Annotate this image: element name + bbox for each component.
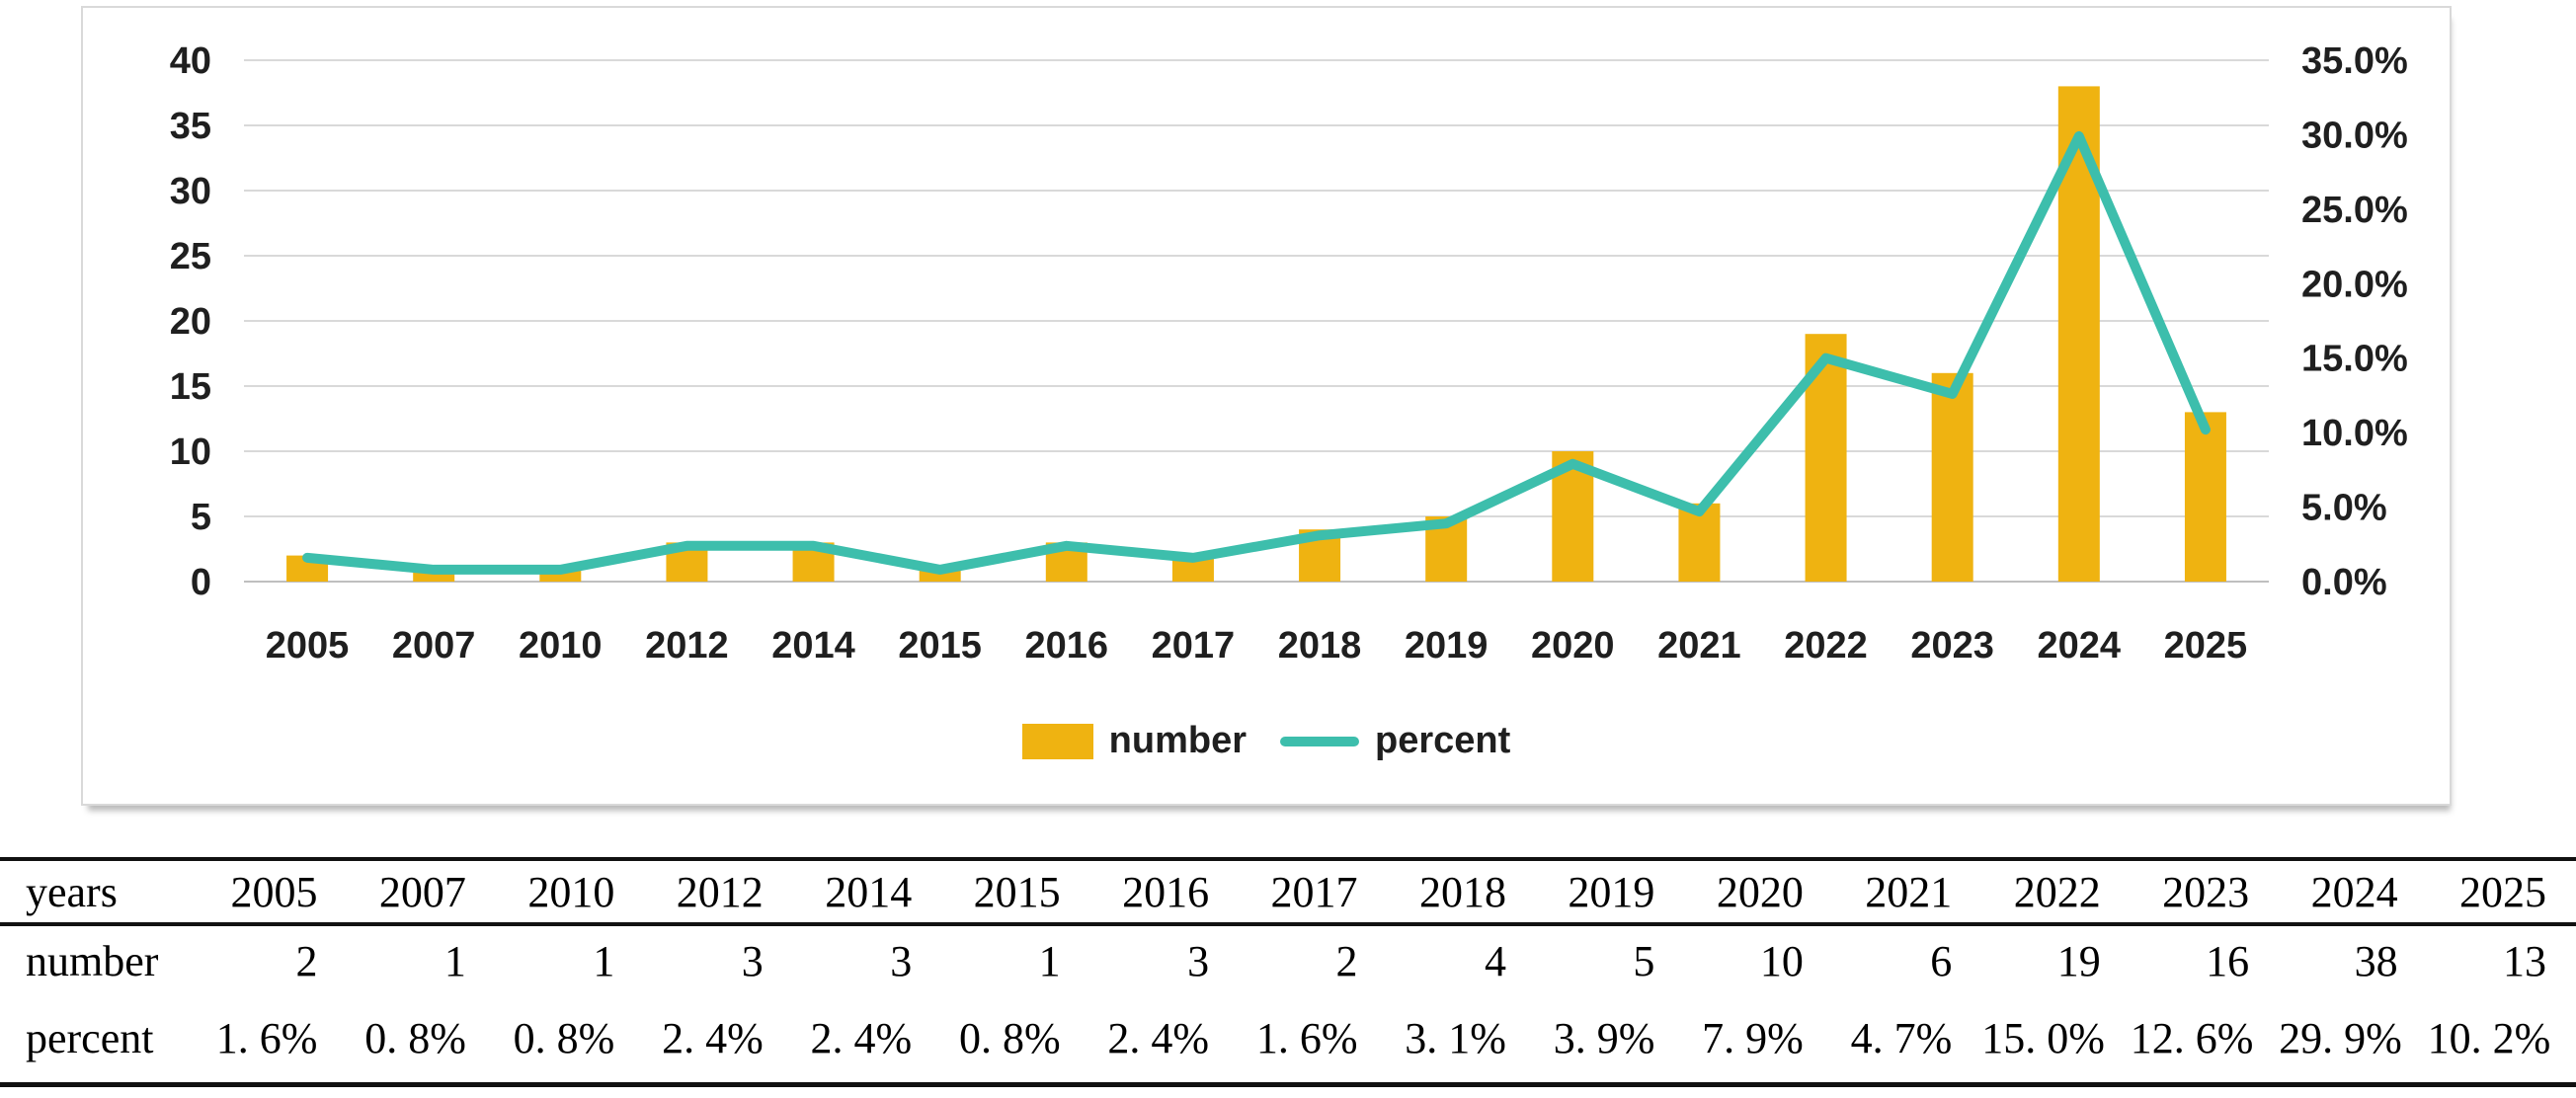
cell-years-2015: 2015 [973, 867, 1061, 916]
cell-years-2007: 2007 [378, 867, 466, 916]
cell-number-2019: 5 [1633, 936, 1655, 985]
cell-years-2014: 2014 [825, 867, 913, 916]
cell-percent-2010: 0. 8% [513, 1014, 615, 1063]
right-axis-tick-label: 35.0% [2301, 40, 2408, 82]
cell-percent-2019: 3. 9% [1553, 1014, 1655, 1063]
cell-years-2016: 2016 [1122, 867, 1210, 916]
x-axis-label: 2025 [2164, 625, 2248, 667]
cell-percent-2007: 0. 8% [364, 1014, 466, 1063]
x-axis-label: 2014 [771, 625, 855, 667]
x-axis-label: 2012 [645, 625, 729, 667]
left-axis-tick-label: 15 [170, 366, 211, 408]
legend-line-swatch-icon [1280, 736, 1360, 746]
x-axis-label: 2005 [266, 625, 350, 667]
cell-years-2023: 2023 [2162, 867, 2250, 916]
right-axis-tick-label: 20.0% [2301, 264, 2408, 305]
bar-2025 [2184, 412, 2226, 582]
x-axis-label: 2007 [392, 625, 476, 667]
x-axis-label: 2024 [2038, 625, 2122, 667]
x-axis-label: 2017 [1152, 625, 1236, 667]
cell-percent-2022: 15. 0% [1981, 1014, 2105, 1063]
cell-years-2012: 2012 [676, 867, 764, 916]
cell-percent-2021: 4. 7% [1850, 1014, 1953, 1063]
table-row-percent: percent 1. 6% 0. 8% 0. 8% 2. 4% 2. 4% 0. 8% 2. … [0, 995, 2576, 1084]
cell-years-2022: 2022 [2013, 867, 2101, 916]
legend-bar-swatch-icon [1021, 723, 1093, 759]
cell-number-2016: 3 [1187, 936, 1210, 985]
cell-percent-2020: 7. 9% [1702, 1014, 1804, 1063]
data-table: years 2005 2007 2010 2012 2014 2015 2016 2017 201… [0, 857, 2576, 1087]
x-axis-label: 2016 [1025, 625, 1109, 667]
right-axis-tick-label: 15.0% [2301, 339, 2408, 380]
x-axis-label: 2010 [519, 625, 603, 667]
left-axis-tick-label: 0 [191, 562, 211, 603]
cell-number-2017: 2 [1335, 936, 1358, 985]
x-axis-label: 2015 [898, 625, 982, 667]
cell-years-2019: 2019 [1568, 867, 1655, 916]
cell-years-2005: 2005 [230, 867, 318, 916]
chart-legend: number percent [83, 720, 2450, 762]
stats-table: years 2005 2007 2010 2012 2014 2015 2016 2017 201… [0, 857, 2576, 1087]
cell-number-2015: 1 [1038, 936, 1061, 985]
x-axis-label: 2020 [1531, 625, 1615, 667]
left-axis-tick-label: 40 [170, 40, 211, 82]
right-axis-tick-label: 30.0% [2301, 115, 2408, 156]
cell-percent-2015: 0. 8% [958, 1014, 1061, 1063]
cell-years-2021: 2021 [1865, 867, 1953, 916]
cell-number-2007: 1 [443, 936, 466, 985]
table-row-years: years 2005 2007 2010 2012 2014 2015 2016 2017 201… [0, 859, 2576, 924]
x-axis-label: 2021 [1657, 625, 1741, 667]
row-label-years: years [26, 867, 118, 916]
left-axis-tick-label: 5 [191, 497, 211, 538]
percent-line [302, 130, 2211, 575]
x-axis-label: 2022 [1784, 625, 1868, 667]
left-axis-tick-label: 20 [170, 301, 211, 343]
cell-number-2005: 2 [295, 936, 318, 985]
cell-percent-2017: 1. 6% [1255, 1014, 1358, 1063]
cell-percent-2025: 10. 2% [2427, 1014, 2551, 1063]
left-axis-tick-label: 10 [170, 431, 211, 473]
cell-number-2014: 3 [890, 936, 913, 985]
left-axis-tick-label: 30 [170, 171, 211, 212]
right-axis-tick-label: 0.0% [2301, 562, 2387, 603]
cell-number-2022: 19 [2056, 936, 2101, 985]
cell-number-2021: 6 [1930, 936, 1953, 985]
cell-number-2010: 1 [593, 936, 615, 985]
right-axis-tick-label: 10.0% [2301, 413, 2408, 454]
row-label-percent: percent [26, 1014, 154, 1063]
left-axis-tick-label: 25 [170, 236, 211, 277]
cell-years-2018: 2018 [1418, 867, 1506, 916]
cell-number-2025: 13 [2503, 936, 2546, 985]
bar-2023 [1931, 372, 1973, 582]
cell-number-2012: 3 [741, 936, 764, 985]
cell-years-2010: 2010 [527, 867, 615, 916]
cell-years-2017: 2017 [1270, 867, 1358, 916]
x-axis-label: 2023 [1910, 625, 1994, 667]
chart-panel: 0 5 10 15 20 25 30 35 40 0.0% 5.0% 10.0% 15.0% 20.0% 2… [81, 6, 2452, 806]
table-row-number: number 2 1 1 3 3 1 3 2 4 5 10 6 19 16 38 13 [0, 924, 2576, 995]
cell-percent-2005: 1. 6% [215, 1014, 318, 1063]
left-axis-tick-label: 35 [170, 106, 211, 147]
cell-percent-2014: 2. 4% [810, 1014, 913, 1063]
chart-canvas: 05101520253035400.0%5.0%10.0%15.0%20.0%2… [170, 40, 2408, 667]
cell-percent-2016: 2. 4% [1107, 1014, 1210, 1063]
cell-number-2018: 4 [1484, 936, 1506, 985]
legend-label-number: number [1108, 720, 1248, 761]
cell-percent-2023: 12. 6% [2130, 1014, 2254, 1063]
cell-years-2025: 2025 [2459, 867, 2546, 916]
right-axis-tick-label: 5.0% [2301, 488, 2387, 529]
cell-number-2024: 38 [2354, 936, 2398, 985]
cell-percent-2018: 3. 1% [1405, 1014, 1506, 1063]
cell-years-2024: 2024 [2310, 867, 2398, 916]
row-label-number: number [26, 936, 159, 985]
cell-years-2020: 2020 [1716, 867, 1804, 916]
legend-label-percent: percent [1375, 720, 1511, 761]
x-axis-label: 2018 [1278, 625, 1362, 667]
right-axis-tick-label: 25.0% [2301, 190, 2408, 231]
cell-percent-2012: 2. 4% [662, 1014, 764, 1063]
cell-number-2020: 10 [1759, 936, 1804, 985]
x-axis-label: 2019 [1405, 625, 1489, 667]
cell-percent-2024: 29. 9% [2279, 1014, 2402, 1063]
cell-number-2023: 16 [2206, 936, 2250, 985]
